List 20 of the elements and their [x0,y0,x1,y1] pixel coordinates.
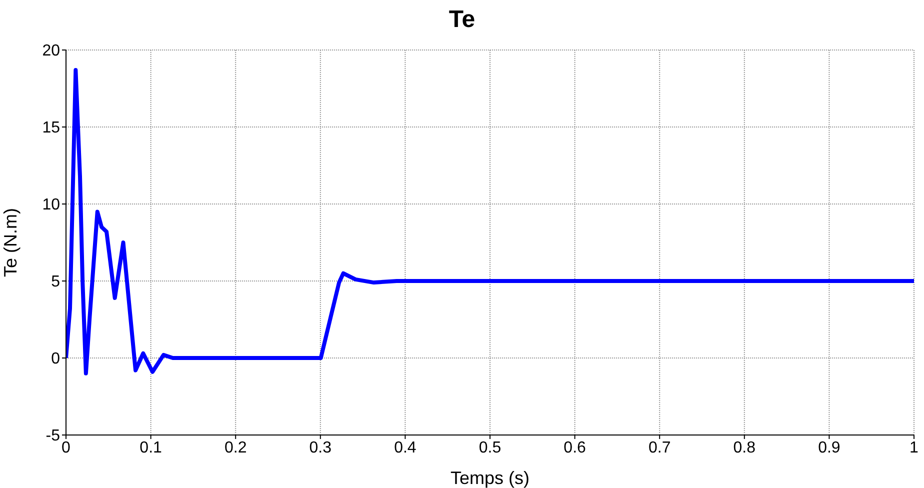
x-tick-label: 0.5 [478,439,502,456]
y-tick-label: 5 [51,274,60,291]
x-tick-label: 0.1 [140,439,162,456]
x-tick-label: 0.2 [224,439,247,456]
y-tick-label: 0 [51,350,60,368]
x-tick-label: 0.3 [309,439,332,456]
y-tick-label: 15 [42,120,60,137]
x-tick-label: 0.7 [648,439,671,456]
x-tick-label: 0.6 [564,439,586,456]
x-tick-label: 0.8 [733,439,756,456]
y-axis-title: Te (N.m) [0,208,20,277]
x-tick-label: 0.4 [394,439,416,456]
y-tick-label: -5 [46,428,60,445]
y-tick-label: 10 [42,196,60,214]
line-series [66,68,914,376]
y-tick-label: 20 [42,42,60,60]
x-axis-title: Temps (s) [450,468,530,488]
x-tick-label: 0.9 [818,439,840,456]
chart-title: Te [448,6,476,34]
x-tick-label: 1 [910,439,919,456]
